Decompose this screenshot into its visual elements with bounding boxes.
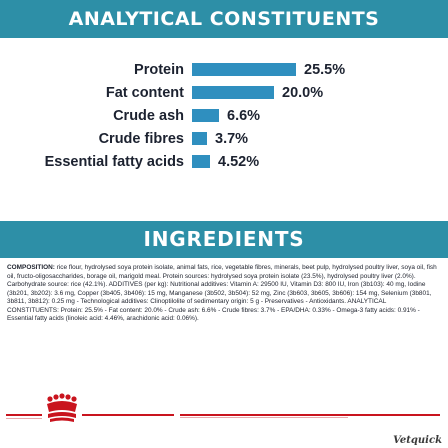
constituent-row: Crude ash 6.6%: [0, 103, 448, 129]
constituent-row: Fat content 20.0%: [0, 80, 448, 106]
royal-canin-crown-logo-icon: [6, 393, 174, 422]
constituent-value: 3.7%: [215, 131, 249, 147]
composition-text: COMPOSITION: rice flour, hydrolysed soya…: [7, 264, 439, 324]
ingredients-heading: INGREDIENTS: [0, 221, 448, 258]
constituent-bar: [192, 155, 210, 168]
constituent-label: Crude fibres: [98, 131, 184, 147]
composition-body: rice flour, hydrolysed soya protein isol…: [7, 264, 437, 323]
constituent-bar: [192, 109, 219, 122]
footer-divider-accent: [180, 417, 348, 418]
constituent-label: Essential fatty acids: [44, 154, 184, 170]
constituent-value: 6.6%: [227, 108, 261, 124]
constituent-label: Crude ash: [113, 108, 184, 124]
constituent-row: Essential fatty acids 4.52%: [0, 149, 448, 175]
constituent-value: 20.0%: [282, 85, 324, 101]
constituent-value: 4.52%: [218, 154, 260, 170]
constituent-value: 25.5%: [304, 62, 346, 78]
constituent-row: Protein 25.5%: [0, 57, 448, 83]
footer-divider: [180, 414, 440, 416]
constituent-bar: [192, 132, 207, 145]
constituent-row: Crude fibres 3.7%: [0, 126, 448, 152]
composition-label: COMPOSITION:: [7, 264, 55, 271]
constituent-label: Protein: [134, 62, 184, 78]
analytical-constituents-heading: ANALYTICAL CONSTITUENTS: [0, 0, 448, 38]
constituent-bar: [192, 86, 274, 99]
constituent-label: Fat content: [105, 85, 184, 101]
vetquick-watermark: Vetquick: [393, 435, 442, 446]
constituent-bar: [192, 63, 296, 76]
